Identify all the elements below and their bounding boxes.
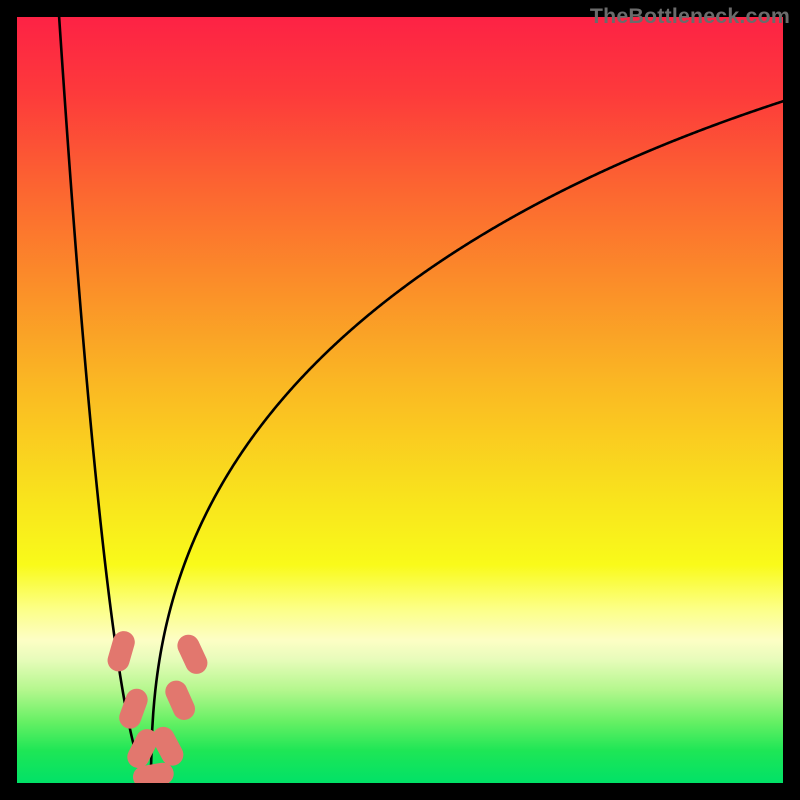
chart-stage: TheBottleneck.com	[0, 0, 800, 800]
chart-svg	[0, 0, 800, 800]
watermark-label: TheBottleneck.com	[590, 4, 790, 29]
